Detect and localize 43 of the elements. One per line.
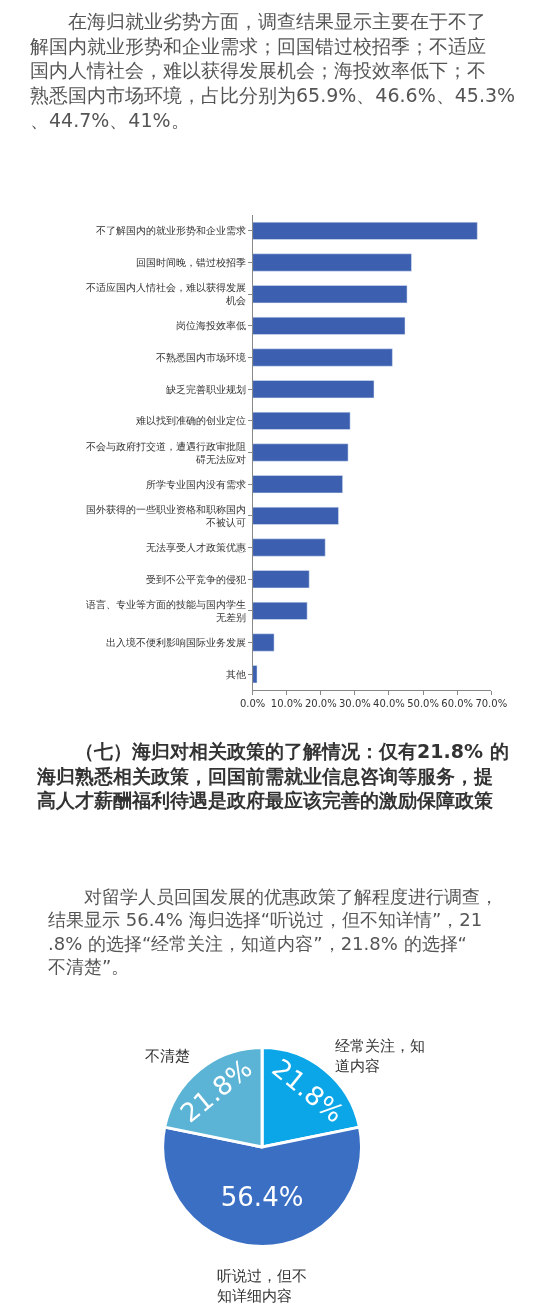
bar bbox=[252, 253, 412, 272]
y-tick-label: 缺乏完善职业规划 bbox=[165, 383, 246, 395]
bar bbox=[252, 411, 351, 430]
x-tick-label: 30.0% bbox=[339, 698, 371, 709]
x-tick-label: 20.0% bbox=[304, 698, 337, 709]
bar bbox=[252, 348, 393, 367]
chart-title: 在海归就业劣势方面，调查结果显示主要在于不了解国内就业形势和企业需求；回国错过校招季；不适应国内人情社会，难以获得发展机会；海投效率低下；不熟悉国内市场环境，占比分别为65.9%、46.6%、45.3%、44.7%、41%。 bbox=[30, 10, 516, 131]
bar bbox=[252, 601, 308, 620]
y-tick-label: 岗位海投效率低 bbox=[175, 320, 246, 332]
y-tick-label: 不了解国内的就业形势和企业需求 bbox=[95, 225, 246, 237]
y-tick-label: 其他 bbox=[225, 668, 246, 680]
y-tick-label: 不熟悉国内市场环境 bbox=[155, 352, 246, 363]
bar bbox=[252, 665, 258, 684]
y-tick-label: 难以找到准确的创业定位 bbox=[135, 415, 246, 427]
y-tick-label: 国外获得的一些职业资格和职称国内不被认可 bbox=[85, 503, 246, 528]
y-tick-label: 出入境不便利影响国际业务发展 bbox=[105, 637, 246, 648]
y-tick-label: 语言、专业等方面的技能与国内学生无差别 bbox=[85, 598, 246, 623]
x-tick-label: 0.0% bbox=[239, 698, 266, 709]
y-tick-label: 受到不公平竞争的侵犯 bbox=[145, 573, 246, 585]
x-tick-label: 50.0% bbox=[407, 698, 439, 709]
x-tick-label: 70.0% bbox=[475, 698, 508, 709]
x-tick-label: 10.0% bbox=[270, 698, 303, 709]
slice-label: 听说过，但不知详细内容 bbox=[217, 1267, 307, 1305]
bar bbox=[252, 475, 343, 494]
bar bbox=[252, 380, 375, 399]
bar bbox=[252, 570, 310, 589]
bar bbox=[252, 538, 326, 557]
bar bbox=[252, 221, 478, 240]
bar bbox=[252, 443, 349, 462]
y-tick-label: 回国时间晚，错过校招季 bbox=[135, 257, 246, 268]
x-tick-label: 40.0% bbox=[373, 698, 405, 709]
bar bbox=[252, 633, 275, 652]
x-tick-label: 60.0% bbox=[441, 698, 474, 709]
y-tick-label: 不适应国内人情社会，难以获得发展机会 bbox=[85, 282, 246, 307]
y-tick-label: 无法享受人才政策优惠 bbox=[145, 542, 246, 553]
data-label: 56.4% bbox=[220, 1181, 304, 1212]
y-tick-label: 不会与政府打交道，遭遇行政审批阻碍无法应对 bbox=[85, 440, 246, 465]
bar bbox=[252, 316, 406, 335]
bar bbox=[252, 506, 339, 525]
y-tick-label: 所学专业国内没有需求 bbox=[145, 478, 246, 490]
bar bbox=[252, 285, 408, 304]
chart-subtitle: 对留学人员回国发展的优惠政策了解程度进行调查，结果显示 56.4% 海归选择“听说过，但不知详情”，21.8% 的选择“经常关注，知道内容”，21.8% 的选择“不清楚”。 bbox=[48, 886, 498, 978]
chart-title: （七）海归对相关政策的了解情况：仅有21.8% 的海归熟悉相关政策，回国前需就业信息咨询等服务，提高人才薪酬福利待遇是政府最应该完善的激励保障政策 bbox=[36, 740, 509, 812]
